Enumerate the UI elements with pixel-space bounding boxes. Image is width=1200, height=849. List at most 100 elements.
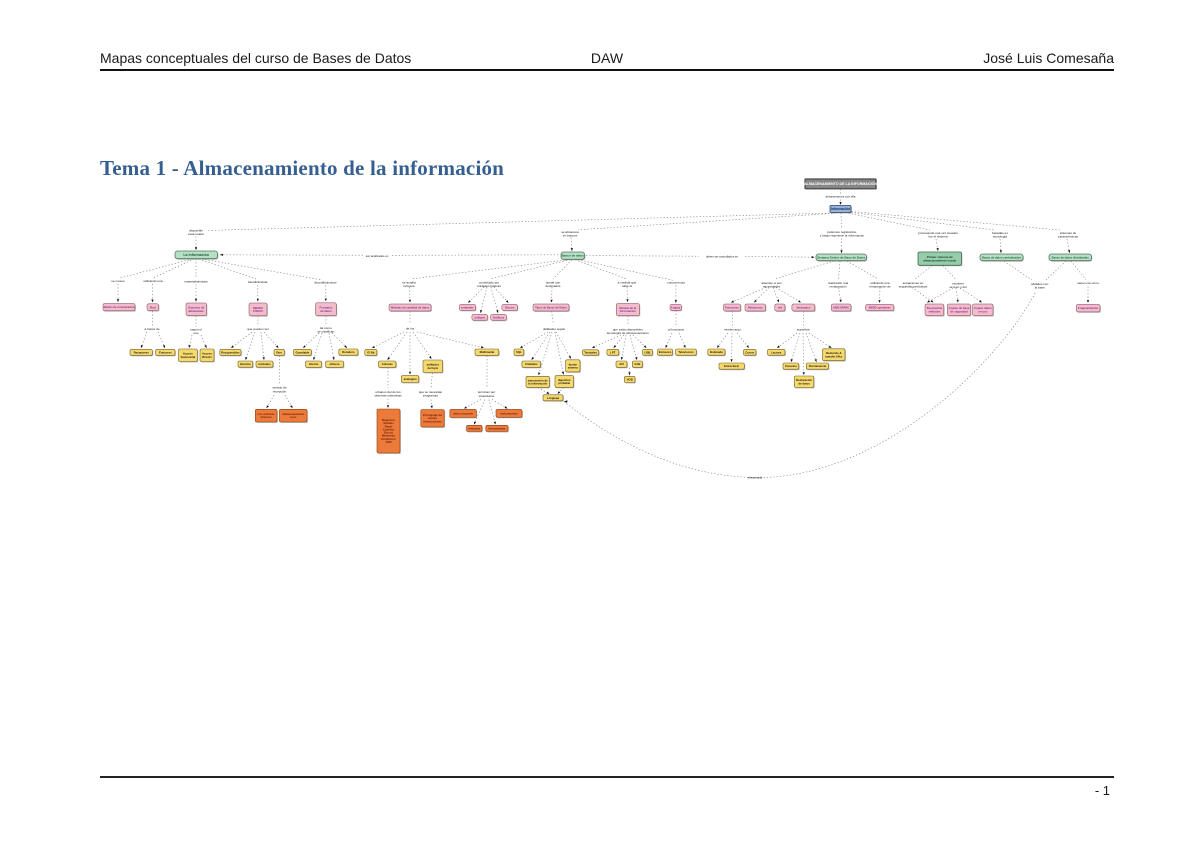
svg-text:Duradero: Duradero xyxy=(342,350,355,354)
svg-text:CAB: CAB xyxy=(634,362,640,366)
svg-text:la información: la información xyxy=(528,381,547,385)
svg-text:reflexión: reflexión xyxy=(929,309,941,313)
svg-text:interno: interno xyxy=(309,362,319,366)
svg-text:Medidas de cantidad de datos: Medidas de cantidad de datos xyxy=(391,305,430,309)
svg-text:características: características xyxy=(1058,234,1078,238)
svg-text:sistemas de: sistemas de xyxy=(1060,231,1077,235)
svg-text:Estructurar: Estructurar xyxy=(724,364,740,368)
svg-text:podemos registrarlos,: podemos registrarlos, xyxy=(827,230,857,234)
svg-text:reductiva: reductiva xyxy=(468,426,480,430)
svg-text:Recuperables: Recuperables xyxy=(221,350,240,354)
svg-text:se mueve: se mueve xyxy=(111,279,125,283)
svg-text:Unidades: Unidades xyxy=(525,362,538,366)
svg-text:Funciones: Funciones xyxy=(725,305,739,309)
svg-text:materializándose: materializándose xyxy=(184,280,208,284)
svg-text:Multimedia: Multimedia xyxy=(480,350,495,354)
svg-text:del byte: del byte xyxy=(428,366,439,370)
svg-text:y luego regenerar la informaci: y luego regenerar la información xyxy=(820,233,865,237)
svg-text:Binaria de la: Binaria de la xyxy=(619,306,636,310)
svg-text:transmisión de: transmisión de xyxy=(528,378,548,382)
svg-text:se almacena: se almacena xyxy=(561,230,579,234)
svg-text:externa: externa xyxy=(568,365,578,369)
svg-text:urbanos del de los: urbanos del de los xyxy=(375,390,401,394)
svg-text:Banco de datos: Banco de datos xyxy=(562,254,585,258)
svg-text:Registros: Registros xyxy=(382,418,395,422)
svg-text:Directo: Directo xyxy=(202,355,212,359)
svg-text:la base: la base xyxy=(1035,285,1045,289)
svg-text:Permanencia: Permanencia xyxy=(809,364,827,368)
svg-text:que están disponibles: que están disponibles xyxy=(613,327,643,331)
svg-text:ALMACENAMIENTO DE LA INFORMACI: ALMACENAMIENTO DE LA INFORMACIÓN xyxy=(804,181,877,186)
svg-text:Señales: Señales xyxy=(383,421,394,425)
svg-text:unidades: unidades xyxy=(461,305,474,309)
svg-text:Periféricos: Periféricos xyxy=(381,437,396,441)
svg-text:a los: a los xyxy=(290,415,297,419)
svg-text:Los archivos: Los archivos xyxy=(257,412,275,416)
svg-text:destinados: destinados xyxy=(546,284,561,288)
svg-text:Emisores: Emisores xyxy=(659,350,672,354)
svg-text:Tipos de Bases de Datos: Tipos de Bases de Datos xyxy=(535,305,567,309)
svg-text:ANSI SPARC: ANSI SPARC xyxy=(833,305,849,309)
svg-text:programas: programas xyxy=(423,394,438,398)
svg-text:necesidades: necesidades xyxy=(763,284,781,288)
svg-text:Acceso: Acceso xyxy=(183,352,193,356)
svg-text:para usarla: para usarla xyxy=(188,232,204,236)
svg-text:restauración de: restauración de xyxy=(869,284,891,288)
svg-text:instrumentos: instrumentos xyxy=(500,411,518,415)
svg-text:Primer sistema de: Primer sistema de xyxy=(927,255,953,259)
svg-text:AVI: AVI xyxy=(619,362,624,366)
svg-text:sabe la: sabe la xyxy=(622,284,632,288)
svg-text:ciertas: ciertas xyxy=(428,416,437,420)
svg-text:se amplía: se amplía xyxy=(402,280,416,284)
svg-text:datos resumen: datos resumen xyxy=(453,411,473,415)
svg-text:Jerárquico: Jerárquico xyxy=(796,305,811,309)
svg-text:tamaño 24ks: tamaño 24ks xyxy=(825,354,842,358)
svg-text:aislados con: aislados con xyxy=(1031,282,1048,286)
svg-text:Antenas: Antenas xyxy=(382,362,393,366)
svg-text:El Bit: El Bit xyxy=(367,350,374,354)
svg-text:Papel: Papel xyxy=(385,424,393,428)
svg-text:transfiriéndola: transfiriéndola xyxy=(248,280,268,284)
svg-text:son analizados en: son analizados en xyxy=(366,254,389,258)
svg-text:La información: La información xyxy=(183,253,209,257)
svg-text:uso: uso xyxy=(194,331,199,335)
svg-text:seguridad periódicas: seguridad periódicas xyxy=(899,284,928,288)
svg-text:utilidades según: utilidades según xyxy=(543,327,566,331)
svg-text:Medios de comunicación: Medios de comunicación xyxy=(104,305,135,309)
svg-text:Cuerdas: Cuerdas xyxy=(383,427,395,431)
svg-text:unidades básicas: unidades básicas xyxy=(477,284,501,288)
svg-text:fue el sistema: fue el sistema xyxy=(928,234,947,238)
svg-text:de los: de los xyxy=(406,327,415,331)
svg-text:USB: USB xyxy=(645,350,651,354)
svg-text:de datos: de datos xyxy=(798,381,810,385)
svg-text:constituido por: constituido por xyxy=(479,280,499,284)
svg-text:Discos: Discos xyxy=(384,431,394,435)
svg-text:binarios: binarios xyxy=(240,362,251,366)
svg-text:Cursor: Cursor xyxy=(745,350,755,354)
svg-text:terminan por: terminan por xyxy=(478,390,495,394)
svg-text:Copias datos: Copias datos xyxy=(974,306,992,310)
svg-text:Televisores: Televisores xyxy=(678,350,694,354)
svg-text:códigos: códigos xyxy=(474,315,485,319)
svg-text:utilizando una: utilizando una xyxy=(143,279,162,283)
svg-text:almacenam.: almacenam. xyxy=(188,309,204,313)
svg-text:que pueden ser: que pueden ser xyxy=(247,327,269,331)
svg-text:textuales: textuales xyxy=(258,362,271,366)
svg-text:analógica: analógica xyxy=(404,377,417,381)
svg-text:El lenguaje de: El lenguaje de xyxy=(423,413,442,417)
svg-text:Gráficos: Gráficos xyxy=(493,315,505,319)
svg-text:almacenada: almacenada xyxy=(748,475,763,479)
svg-text:almacenamiento usado: almacenamiento usado xyxy=(923,258,956,262)
svg-text:atienden a sus: atienden a sus xyxy=(761,281,782,285)
svg-text:a través de: a través de xyxy=(144,327,160,331)
svg-text:ADN: ADN xyxy=(385,440,391,444)
svg-text:información: información xyxy=(620,309,636,313)
svg-text:Declaración: Declaración xyxy=(796,378,812,382)
svg-text:tal como: tal como xyxy=(320,326,332,330)
svg-text:de seguridad: de seguridad xyxy=(950,309,968,313)
svg-text:concurrencia: concurrencia xyxy=(667,281,685,285)
svg-text:basadas en: basadas en xyxy=(992,231,1008,235)
svg-text:de datos: de datos xyxy=(320,309,332,313)
svg-text:red: red xyxy=(778,305,783,309)
svg-text:Lenguaje: Lenguaje xyxy=(547,396,560,400)
